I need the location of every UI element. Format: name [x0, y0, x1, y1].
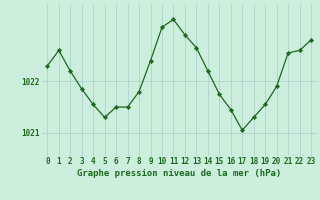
- X-axis label: Graphe pression niveau de la mer (hPa): Graphe pression niveau de la mer (hPa): [77, 169, 281, 178]
